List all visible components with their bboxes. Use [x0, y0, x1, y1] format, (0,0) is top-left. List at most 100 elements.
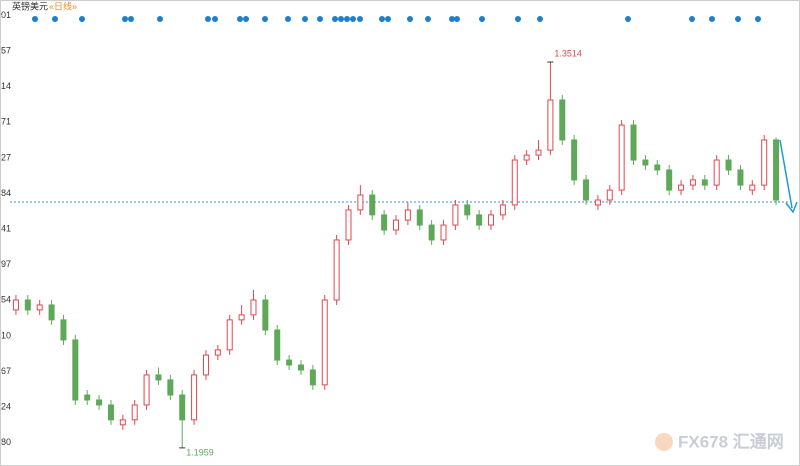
signal-dot [338, 16, 344, 22]
candle-body [167, 379, 174, 396]
candle-body [107, 404, 114, 421]
candle-body [214, 349, 221, 356]
signal-dot [537, 16, 543, 22]
signal-dot [479, 16, 485, 22]
signal-markers [32, 16, 761, 22]
signal-dot [317, 16, 323, 22]
signal-dot [709, 16, 715, 22]
candle-body [571, 139, 578, 181]
signal-dot [379, 16, 385, 22]
candle-body [535, 149, 542, 156]
y-tick-label: 14 [1, 81, 11, 91]
y-tick-label: 67 [1, 366, 11, 376]
candle-body [262, 299, 269, 331]
y-tick-label: 71 [1, 117, 11, 127]
candle-body [286, 359, 293, 366]
signal-dot [425, 16, 431, 22]
signal-dot [689, 16, 695, 22]
signal-dot [237, 16, 243, 22]
signal-dot [79, 16, 85, 22]
candle-body [654, 164, 661, 171]
candle-body [499, 204, 506, 216]
y-tick-label: 27 [1, 152, 11, 162]
candle-body [630, 124, 637, 161]
period-label: «日线» [49, 0, 77, 11]
candle-body [428, 224, 435, 241]
candle-body [48, 304, 55, 321]
candle-body [72, 339, 79, 401]
candle-body [701, 179, 708, 186]
signal-dot [205, 16, 211, 22]
candle-body [345, 209, 352, 241]
watermark: FX678 汇通网 [678, 432, 784, 451]
y-tick-label: 84 [1, 188, 11, 198]
candle-body [511, 159, 518, 206]
candle-body [547, 99, 554, 151]
candle-body [12, 299, 19, 311]
signal-dot [157, 16, 163, 22]
signal-dot [128, 16, 134, 22]
signal-dot [332, 16, 338, 22]
candle-body [737, 169, 744, 186]
candle-body [250, 299, 257, 316]
candle-body [393, 219, 399, 231]
candle-body [594, 199, 601, 206]
y-tick-label: 41 [1, 223, 11, 233]
candle-body [369, 194, 376, 216]
signal-dot [755, 16, 761, 22]
y-tick-label: 10 [1, 330, 11, 340]
y-tick-label: 97 [1, 259, 11, 269]
candle-body [297, 364, 304, 371]
signal-dot [625, 16, 631, 22]
candle-body [452, 204, 459, 226]
candle-body [666, 169, 673, 191]
candle-body [202, 354, 209, 376]
candle-body [642, 159, 649, 166]
candle-body [24, 299, 31, 311]
candle-body [119, 419, 126, 426]
signal-dot [735, 16, 741, 22]
candle-body [321, 299, 328, 386]
candle-body [559, 99, 566, 141]
trend-arrow [779, 139, 798, 214]
candle-body [689, 179, 696, 186]
candle-body [274, 329, 281, 361]
candle-body [226, 319, 233, 351]
signal-dot [52, 16, 58, 22]
candle-body [678, 184, 685, 191]
candle-body [333, 239, 340, 301]
candle-body [96, 399, 103, 406]
signal-dot [32, 16, 38, 22]
candle-body [749, 184, 756, 191]
chart-title: 英镑美元 [12, 0, 48, 11]
candle-body [618, 124, 625, 191]
signal-dot [407, 16, 413, 22]
y-tick-label: 80 [1, 437, 11, 447]
signal-dot [385, 16, 391, 22]
candle-body [357, 194, 364, 211]
candle-body [523, 154, 530, 161]
candle-body [179, 394, 186, 421]
y-tick-label: 54 [1, 295, 11, 305]
candle-body [773, 139, 780, 201]
candle-body [583, 179, 590, 201]
candle-body [155, 374, 162, 381]
signal-dot [243, 16, 249, 22]
signal-dot [357, 16, 363, 22]
candle-body [416, 209, 423, 226]
signal-dot [302, 16, 308, 22]
watermark-logo [655, 433, 673, 451]
signal-dot [122, 16, 128, 22]
candle-body [725, 159, 732, 171]
y-tick-label: 01 [1, 10, 11, 20]
candle-body [143, 374, 150, 406]
candle-body [606, 189, 613, 201]
candle-body [761, 139, 768, 186]
signal-dot [449, 16, 455, 22]
candle-body [404, 209, 411, 221]
candle-body [309, 369, 316, 386]
candle-body [488, 214, 495, 226]
high-label: 1.3514 [554, 48, 582, 58]
